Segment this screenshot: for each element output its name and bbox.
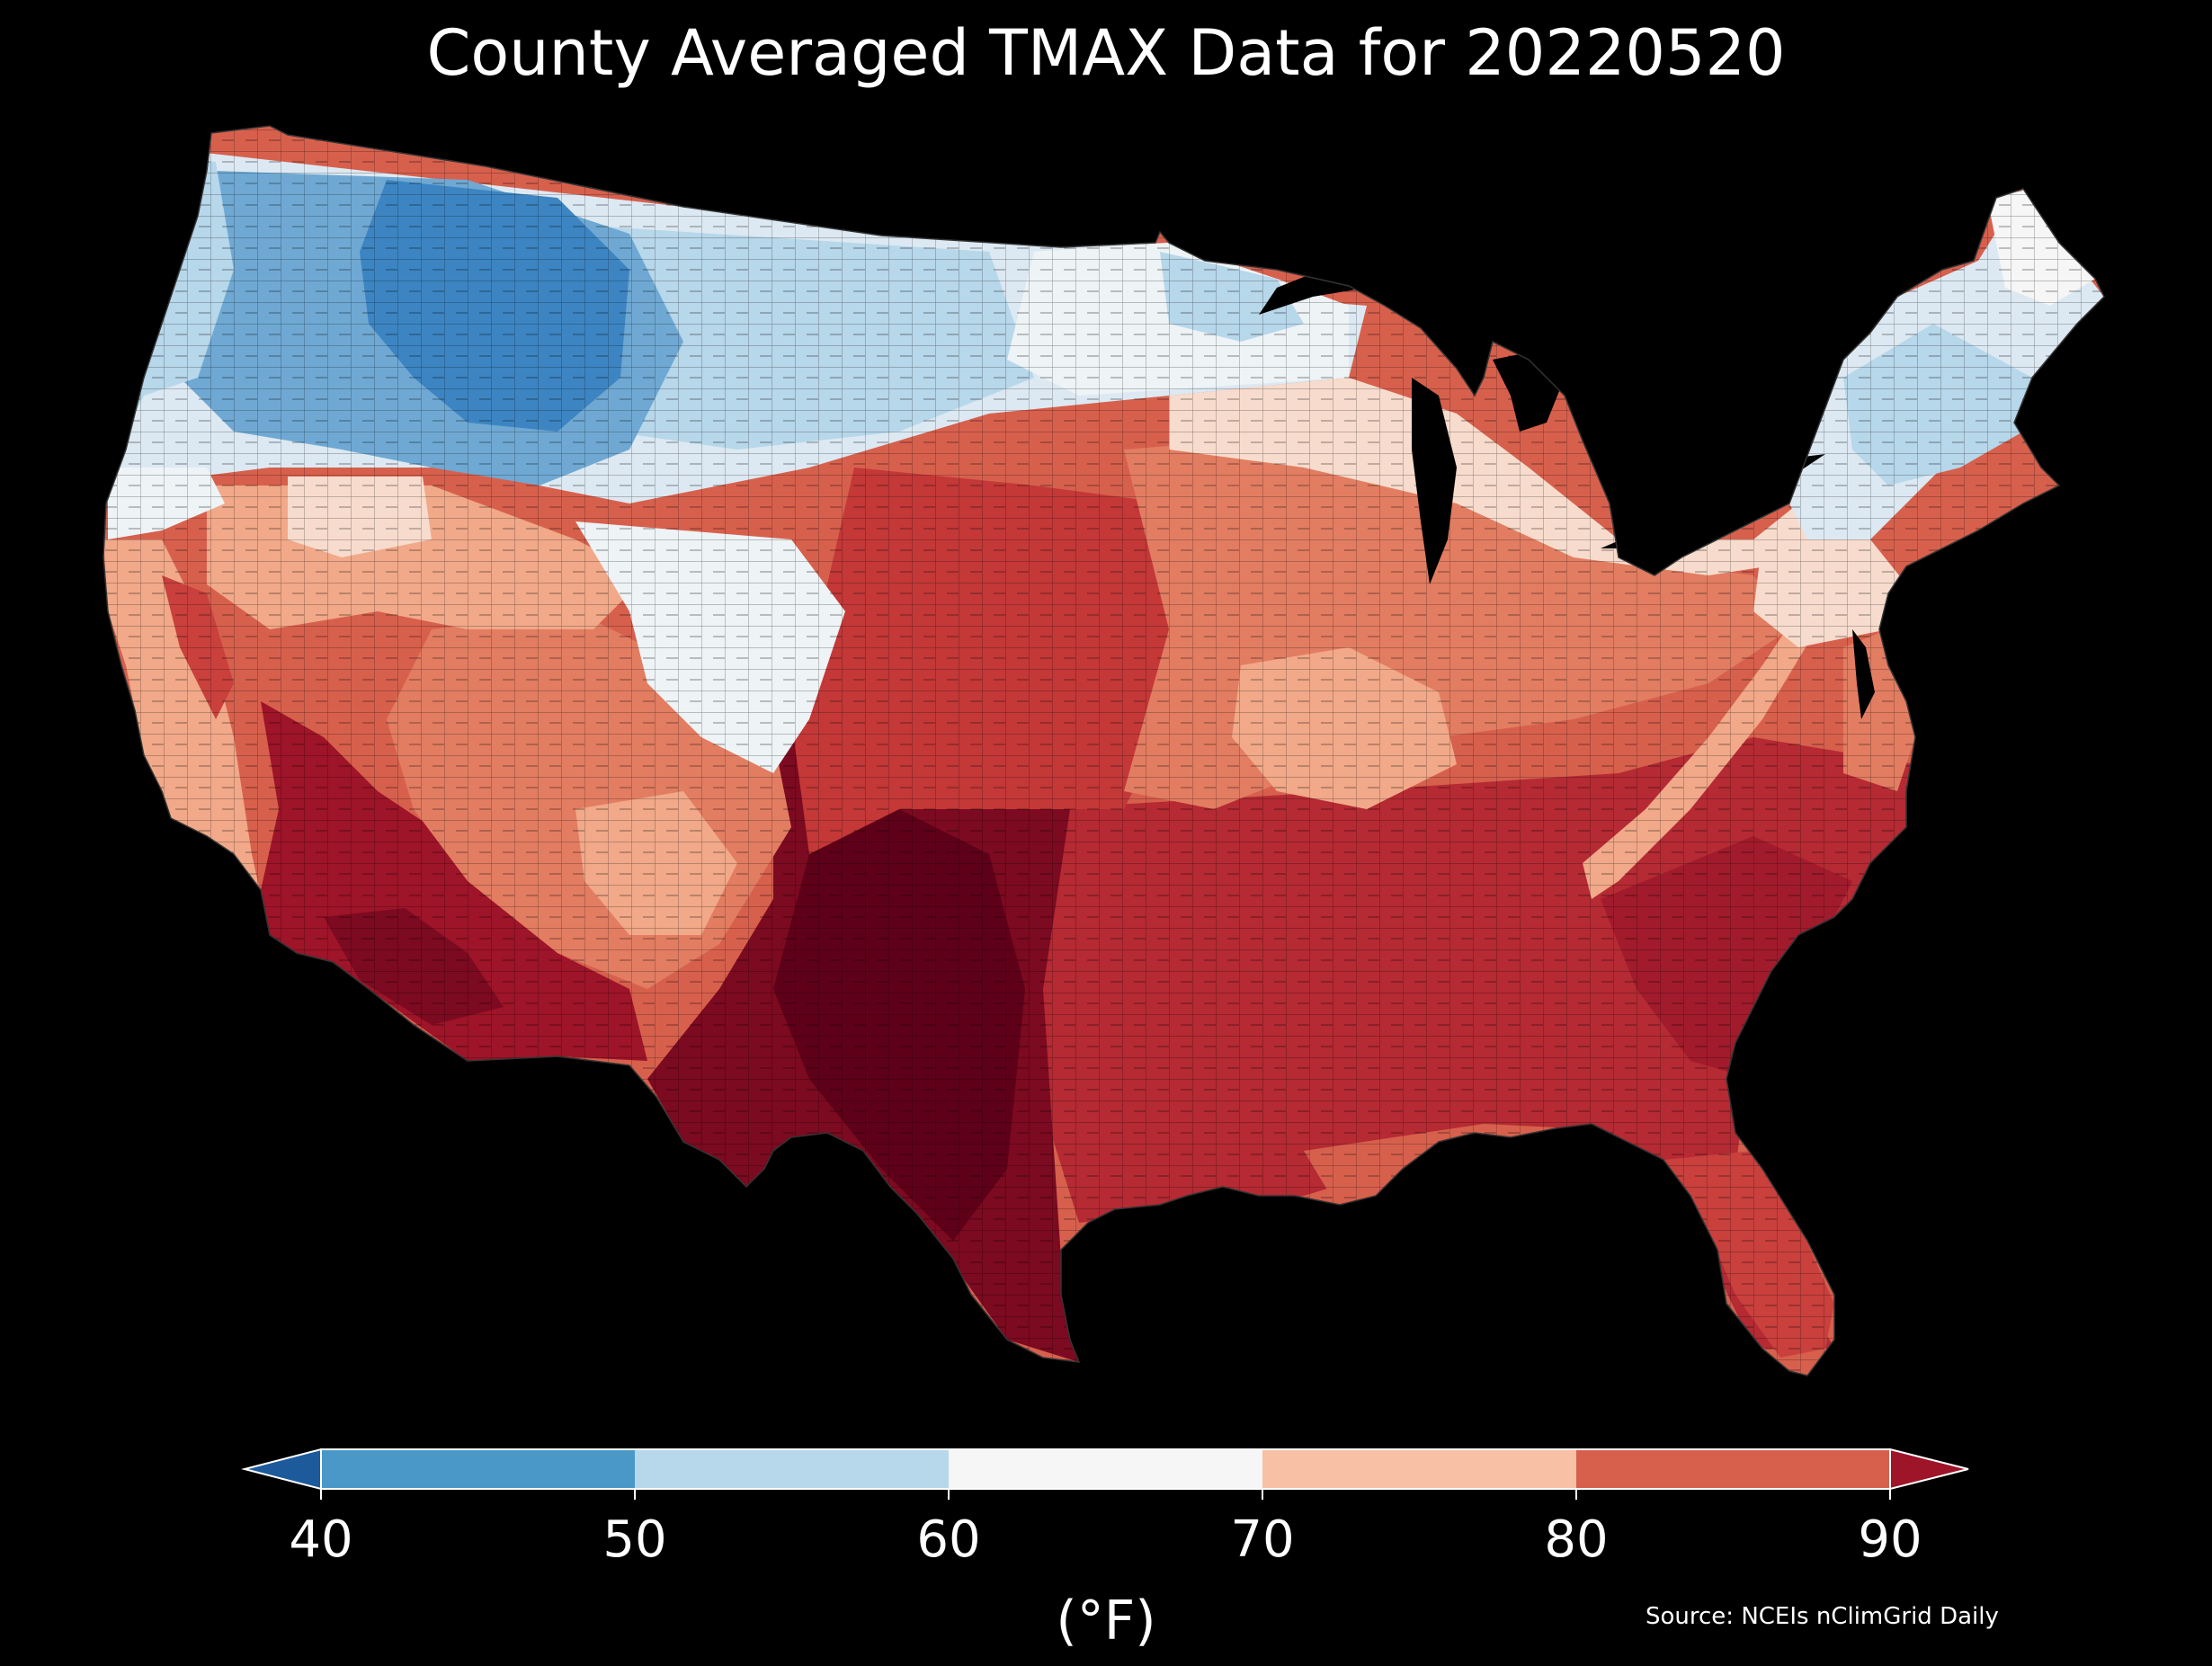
colorbar-tick-80: 80 bbox=[1544, 1510, 1609, 1569]
chesapeake-bay bbox=[1852, 629, 1875, 719]
lake-superior bbox=[1259, 261, 1403, 315]
source-credit: Source: NCEIs nClimGrid Daily bbox=[1646, 1603, 1999, 1630]
lake-erie bbox=[1601, 503, 1708, 548]
colorbar-tick-60: 60 bbox=[916, 1510, 981, 1569]
colorbar-extend-high bbox=[1889, 1448, 1969, 1491]
colorbar-unit-label: (°F) bbox=[1056, 1590, 1156, 1653]
colorbar-tick-70: 70 bbox=[1230, 1510, 1295, 1569]
colorbar-tick-40: 40 bbox=[289, 1510, 353, 1569]
colorbar-tick-90: 90 bbox=[1858, 1510, 1922, 1569]
colorbar-bin-80-90 bbox=[1576, 1449, 1890, 1489]
map-title: County Averaged TMAX Data for 20220520 bbox=[426, 16, 1786, 90]
colorbar-extend-low bbox=[241, 1448, 322, 1491]
colorbar-tick-50: 50 bbox=[602, 1510, 667, 1569]
lake-michigan bbox=[1412, 378, 1457, 584]
colorbar-bin-40-50 bbox=[321, 1449, 635, 1489]
lake-ontario bbox=[1735, 454, 1825, 486]
lake-huron bbox=[1493, 351, 1565, 432]
colorbar-bin-70-80 bbox=[1262, 1449, 1576, 1489]
colorbar-bin-60-70 bbox=[949, 1449, 1262, 1489]
colorbar-ticks bbox=[320, 1489, 1891, 1500]
colorbar-bin-50-60 bbox=[635, 1449, 949, 1489]
